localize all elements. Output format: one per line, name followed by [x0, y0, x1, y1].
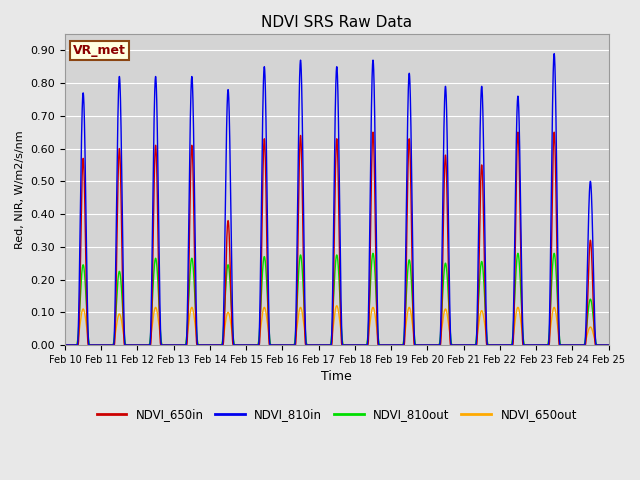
NDVI_810out — [489, 342, 497, 348]
NDVI_650out — [61, 342, 69, 348]
NDVI_810in — [264, 291, 272, 297]
X-axis label: Time: Time — [321, 370, 352, 384]
Y-axis label: Red, NIR, W/m2/s/nm: Red, NIR, W/m2/s/nm — [15, 130, 25, 249]
NDVI_810out — [264, 316, 272, 322]
NDVI_810in — [603, 342, 611, 348]
NDVI_810out — [603, 342, 611, 348]
NDVI_650in — [177, 342, 185, 348]
NDVI_810in — [550, 51, 558, 57]
Title: NDVI SRS Raw Data: NDVI SRS Raw Data — [261, 15, 412, 30]
NDVI_810out — [177, 342, 185, 348]
Line: NDVI_650in: NDVI_650in — [65, 132, 609, 345]
NDVI_650out — [264, 329, 272, 335]
NDVI_810in — [172, 342, 179, 348]
NDVI_650in — [172, 342, 179, 348]
NDVI_650out — [489, 342, 497, 348]
Legend: NDVI_650in, NDVI_810in, NDVI_810out, NDVI_650out: NDVI_650in, NDVI_810in, NDVI_810out, NDV… — [92, 404, 582, 426]
NDVI_810out — [605, 342, 612, 348]
NDVI_650out — [172, 342, 179, 348]
NDVI_650out — [333, 303, 340, 309]
NDVI_650in — [412, 342, 419, 348]
NDVI_810in — [412, 342, 419, 348]
NDVI_650in — [264, 326, 272, 332]
Line: NDVI_650out: NDVI_650out — [65, 306, 609, 345]
Line: NDVI_810out: NDVI_810out — [65, 253, 609, 345]
NDVI_650in — [489, 342, 497, 348]
NDVI_810out — [412, 342, 419, 348]
NDVI_650out — [603, 342, 611, 348]
NDVI_650out — [605, 342, 612, 348]
NDVI_650in — [61, 342, 69, 348]
NDVI_810in — [61, 342, 69, 348]
NDVI_650in — [603, 342, 611, 348]
NDVI_650out — [177, 342, 185, 348]
NDVI_810out — [550, 251, 558, 256]
Text: VR_met: VR_met — [73, 44, 126, 57]
NDVI_810out — [172, 342, 179, 348]
NDVI_650in — [605, 342, 612, 348]
NDVI_650out — [412, 342, 420, 348]
NDVI_650in — [550, 129, 558, 135]
NDVI_810out — [61, 342, 69, 348]
Line: NDVI_810in: NDVI_810in — [65, 54, 609, 345]
NDVI_810in — [177, 342, 185, 348]
NDVI_810in — [605, 342, 612, 348]
NDVI_810in — [489, 342, 497, 348]
